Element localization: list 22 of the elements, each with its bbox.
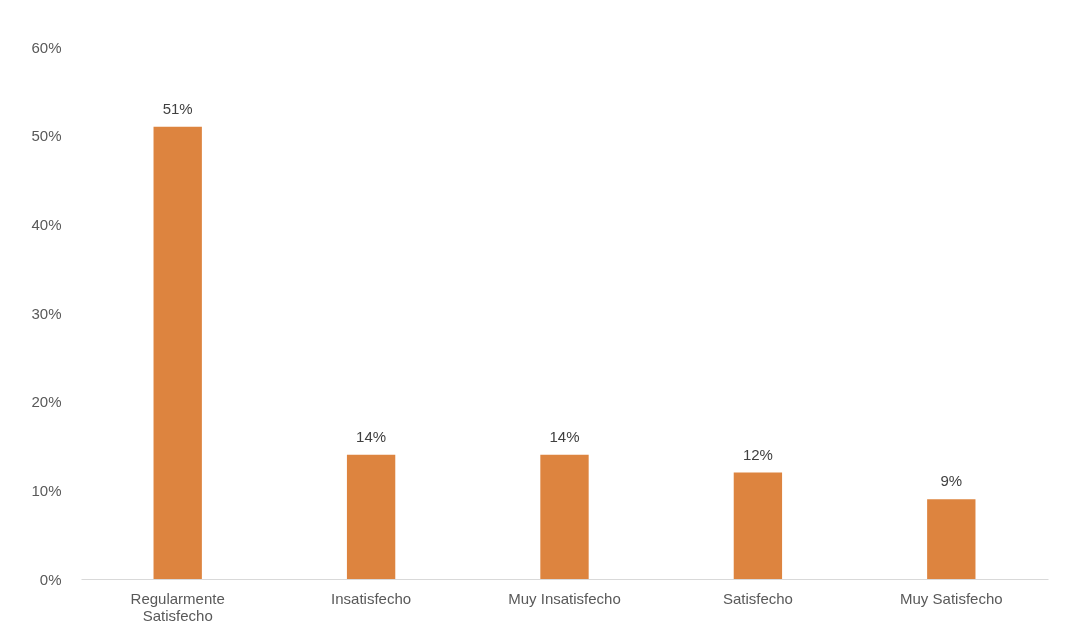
bar bbox=[540, 454, 589, 579]
y-tick-label: 40% bbox=[31, 215, 62, 233]
y-tick-label: 50% bbox=[31, 127, 62, 145]
y-tick-label: 60% bbox=[31, 38, 62, 56]
x-tick-label: Insatisfecho bbox=[331, 589, 412, 607]
y-tick-label: 0% bbox=[39, 570, 62, 588]
y-tick-label: 20% bbox=[31, 393, 62, 411]
data-label: 12% bbox=[742, 445, 773, 463]
y-tick-label: 30% bbox=[31, 304, 62, 322]
bar bbox=[927, 499, 976, 579]
bar bbox=[733, 472, 783, 579]
bar bbox=[346, 454, 396, 579]
y-tick-label: 10% bbox=[31, 481, 62, 499]
x-tick-label: Muy Insatisfecho bbox=[508, 589, 621, 607]
data-label: 9% bbox=[940, 472, 963, 490]
data-label: 14% bbox=[356, 427, 387, 445]
data-label: 14% bbox=[549, 427, 580, 445]
data-label: 51% bbox=[162, 99, 193, 117]
x-tick-label: Muy Satisfecho bbox=[900, 589, 1003, 607]
bar bbox=[153, 126, 202, 579]
x-tick-label: Satisfecho bbox=[722, 589, 793, 607]
x-tick-label: Regularmente Satisfecho bbox=[130, 589, 225, 624]
